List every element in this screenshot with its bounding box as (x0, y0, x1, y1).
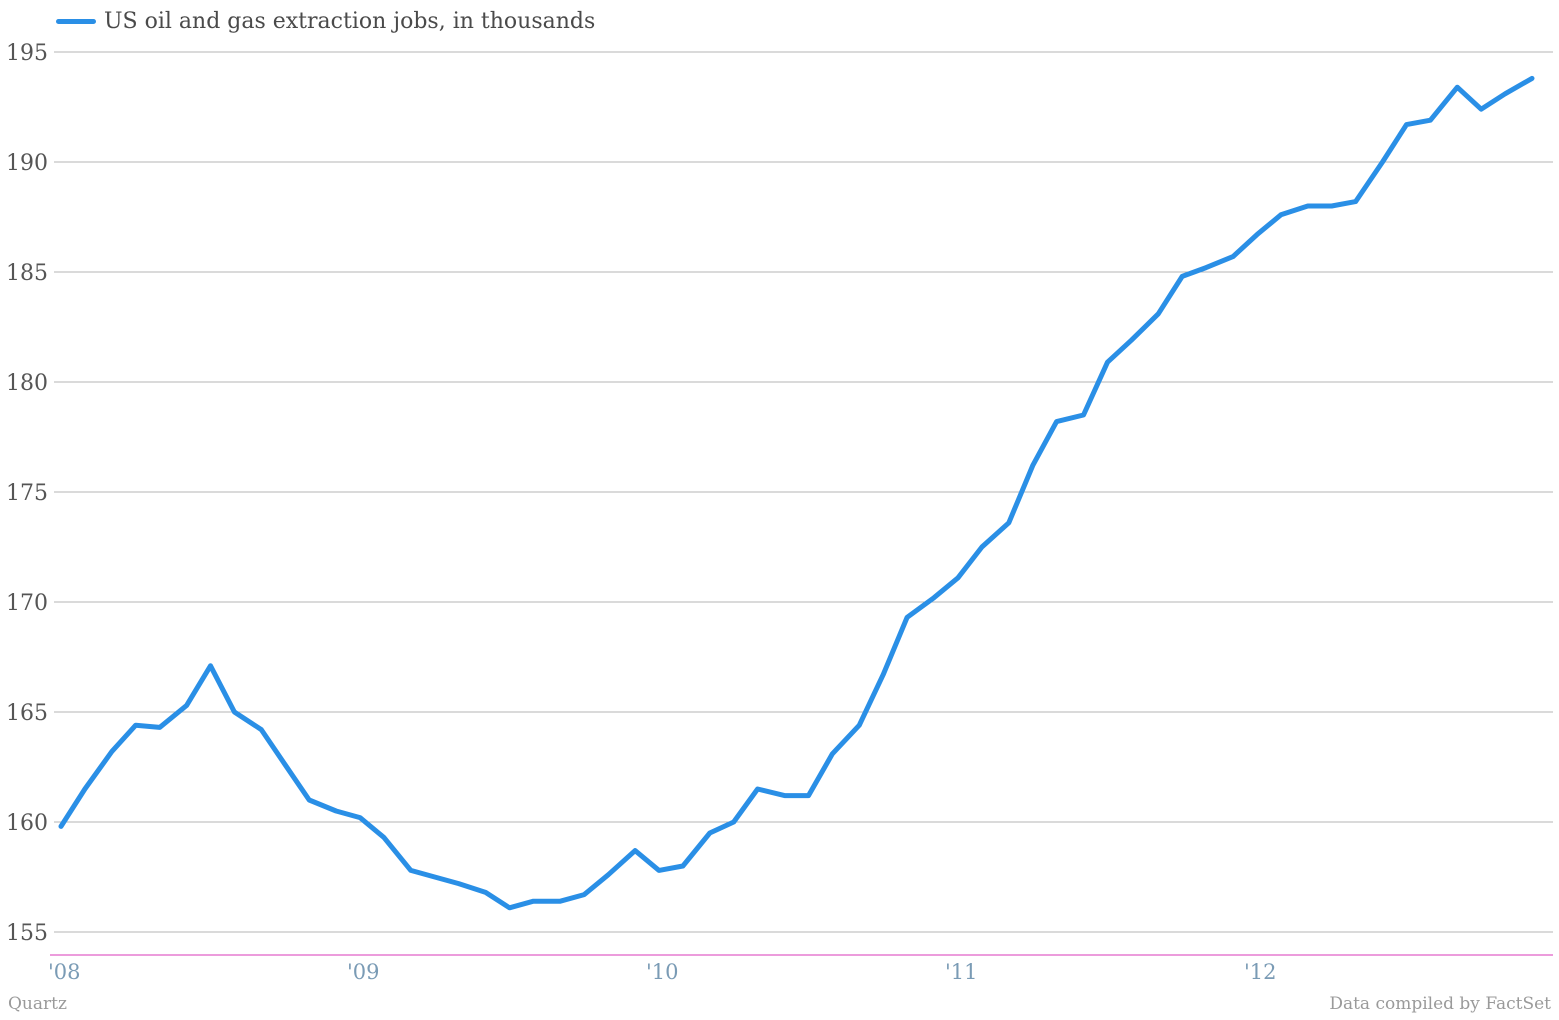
y-tick-label: 155 (6, 921, 48, 946)
x-tick-label: '08 (48, 960, 81, 984)
data-point (1081, 413, 1086, 417)
y-axis-ticks: 155 160 165 170 175 180 185 190 195 (6, 41, 48, 946)
data-point (483, 890, 488, 895)
data-point (1503, 91, 1508, 96)
data-point (1479, 107, 1484, 112)
data-point (1105, 360, 1110, 365)
data-point (881, 672, 886, 677)
y-tick-label: 190 (6, 151, 48, 176)
data-point (1329, 204, 1334, 208)
data-point (979, 545, 984, 549)
data-point (680, 864, 685, 868)
data-point (1030, 463, 1035, 468)
y-tick-label: 185 (6, 261, 48, 286)
data-point (357, 815, 362, 820)
footer-source-left: Quartz (8, 994, 67, 1014)
x-tick-label: '12 (1244, 960, 1277, 984)
y-tick-label: 175 (6, 481, 48, 506)
data-point (259, 727, 264, 732)
data-point (1156, 311, 1161, 316)
data-point (905, 615, 910, 620)
data-point (1404, 122, 1409, 127)
data-point (1054, 419, 1059, 424)
series-group (58, 75, 1535, 911)
data-point (283, 762, 288, 767)
data-point (59, 824, 63, 829)
data-point (507, 905, 512, 910)
x-tick-label: '11 (945, 960, 978, 984)
data-point (1353, 199, 1358, 204)
y-tick-label: 195 (6, 41, 48, 66)
x-axis-ticks: '08 '09 '10 '11 '12 (48, 960, 1276, 984)
data-point (1380, 160, 1385, 164)
data-point (955, 575, 960, 580)
data-point (208, 663, 213, 668)
data-point (1204, 265, 1209, 270)
gridlines (54, 51, 1553, 933)
data-point (232, 710, 237, 714)
data-point (334, 809, 339, 813)
data-point (606, 872, 611, 877)
data-point (755, 787, 760, 791)
data-point (307, 798, 312, 802)
data-point (857, 723, 862, 728)
data-point (1180, 274, 1185, 279)
data-point (932, 595, 937, 600)
data-point (456, 881, 461, 886)
y-tick-label: 165 (6, 701, 48, 726)
data-point (1305, 204, 1310, 208)
data-point (1530, 76, 1535, 81)
data-point (82, 787, 87, 791)
data-point (633, 848, 638, 853)
data-point (133, 723, 138, 728)
legend-label: US oil and gas extraction jobs, in thous… (104, 8, 596, 34)
data-point (109, 749, 114, 754)
data-point (806, 793, 811, 798)
legend: US oil and gas extraction jobs, in thous… (56, 6, 595, 36)
data-point (531, 899, 536, 904)
data-point (157, 725, 162, 730)
data-point (1006, 520, 1011, 525)
data-point (381, 835, 386, 840)
data-point (1254, 232, 1259, 237)
data-point (408, 868, 413, 873)
y-tick-label: 180 (6, 371, 48, 396)
data-point (707, 831, 712, 835)
data-point (558, 899, 563, 904)
footer-source-right: Data compiled by FactSet (1329, 994, 1551, 1014)
data-point (1278, 212, 1283, 217)
x-tick-label: '09 (347, 960, 380, 984)
data-point (656, 868, 661, 873)
data-point (1428, 118, 1433, 123)
y-tick-label: 170 (6, 591, 48, 616)
y-tick-label: 160 (6, 811, 48, 836)
data-point (830, 751, 835, 756)
legend-swatch (56, 18, 96, 24)
data-point (731, 820, 736, 824)
series-line (58, 75, 1535, 911)
data-point (432, 875, 437, 879)
data-point (1231, 254, 1236, 259)
data-point (184, 703, 189, 708)
data-point (1129, 338, 1134, 343)
x-tick-label: '10 (646, 960, 679, 984)
data-point (582, 892, 587, 897)
data-point (1455, 85, 1460, 90)
data-point (782, 793, 787, 798)
